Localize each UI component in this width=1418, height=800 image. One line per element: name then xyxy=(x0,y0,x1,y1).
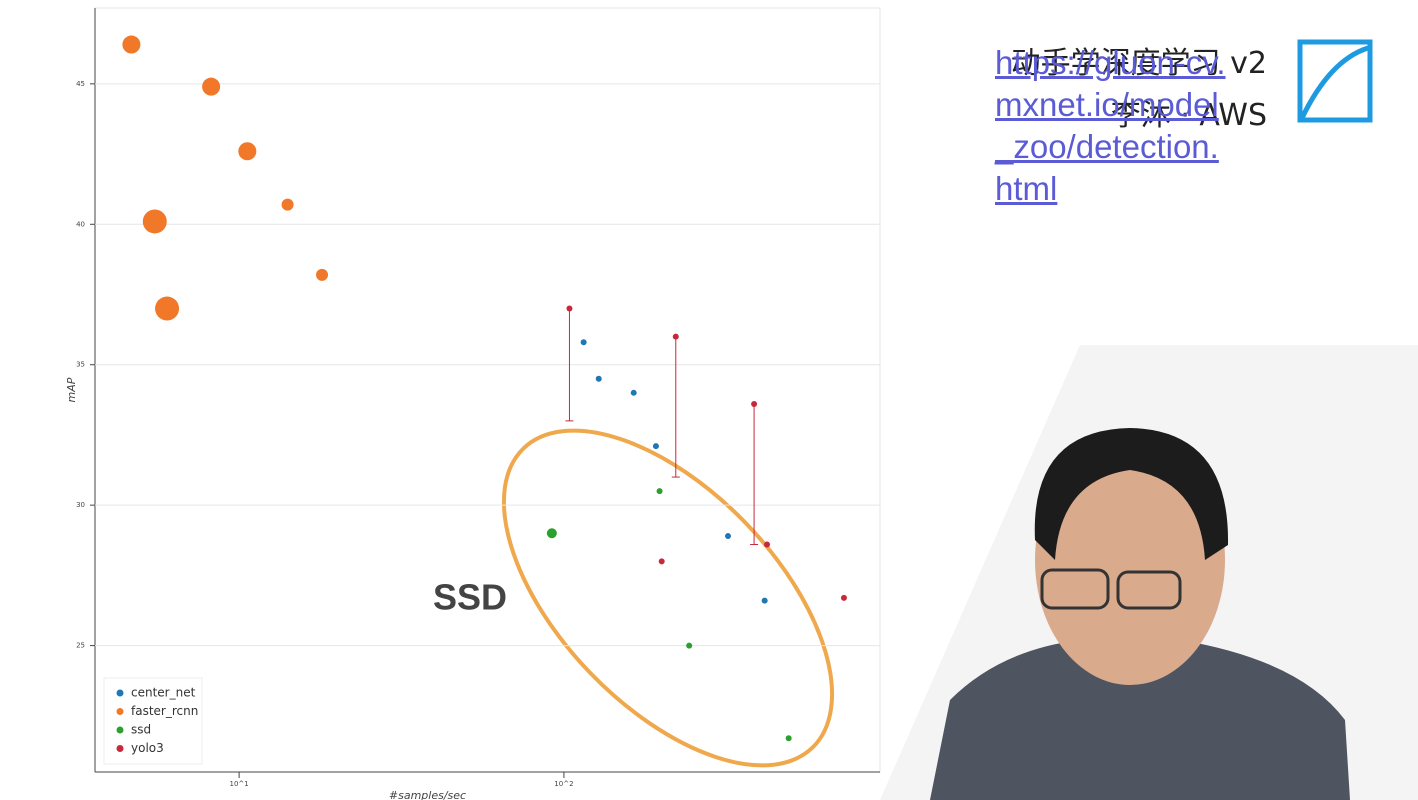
point xyxy=(281,198,294,211)
point xyxy=(724,533,731,540)
legend-marker xyxy=(116,689,124,697)
link[interactable]: https://gluon-cv.mxnet.io/model_zoo/dete… xyxy=(995,44,1226,207)
point xyxy=(672,333,679,340)
y-tick-label: 25 xyxy=(76,642,85,650)
legend-marker xyxy=(116,726,124,734)
point xyxy=(751,401,758,408)
legend-label: faster_rcnn xyxy=(131,704,198,718)
point xyxy=(656,488,663,495)
x-tick-label: 10^1 xyxy=(229,780,248,788)
logo xyxy=(1297,39,1373,123)
point xyxy=(316,268,329,281)
point xyxy=(546,528,557,539)
point xyxy=(566,305,573,312)
point xyxy=(761,597,768,604)
point xyxy=(764,541,771,548)
point xyxy=(142,209,167,234)
legend-label: yolo3 xyxy=(131,741,164,755)
point xyxy=(658,558,665,565)
y-tick-label: 30 xyxy=(76,501,85,509)
point xyxy=(155,296,180,321)
highlight-ellipse xyxy=(501,428,835,768)
point xyxy=(630,389,637,396)
point xyxy=(238,142,257,161)
course-header: 动手学深度学习 v2 李沐 · AWS xyxy=(1005,38,1267,142)
point xyxy=(686,642,693,649)
legend-marker xyxy=(116,708,124,715)
person-hair xyxy=(1034,428,1229,560)
person-shirt xyxy=(930,640,1350,800)
legend-label: center_net xyxy=(131,686,196,700)
person-glasses xyxy=(1040,568,1182,610)
plot-frame xyxy=(94,7,881,773)
legend-marker xyxy=(116,745,124,752)
person-head xyxy=(1035,435,1225,685)
point xyxy=(785,735,792,742)
y-tick-label: 35 xyxy=(76,361,85,369)
y-tick-label: 40 xyxy=(76,220,85,228)
course-author: 李沐 · AWS xyxy=(1110,98,1267,133)
point xyxy=(840,594,847,601)
y-axis-label: mAP xyxy=(65,377,78,402)
point xyxy=(652,443,659,450)
point xyxy=(202,77,221,96)
x-axis-label: #samples/sec xyxy=(389,789,466,800)
x-tick-label: 10^2 xyxy=(554,780,573,788)
annotation: SSD xyxy=(433,577,507,618)
point xyxy=(595,375,602,382)
legend-label: ssd xyxy=(131,723,151,737)
course-title: 动手学深度学习 v2 xyxy=(1010,46,1267,81)
y-tick-label: 45 xyxy=(76,80,85,88)
point xyxy=(580,339,587,346)
point xyxy=(122,35,141,54)
